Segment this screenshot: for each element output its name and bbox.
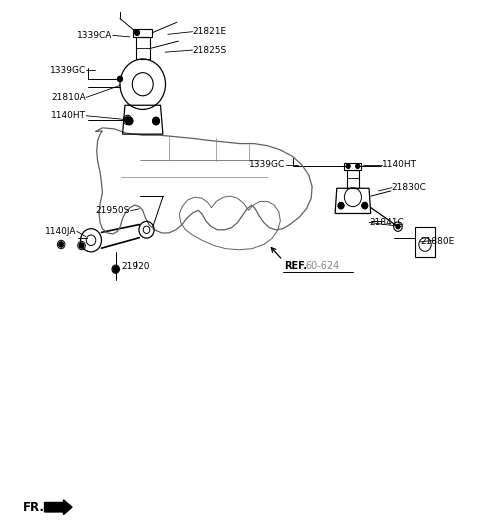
Text: 21810A: 21810A	[51, 93, 86, 102]
Circle shape	[338, 202, 344, 209]
Circle shape	[59, 242, 63, 247]
Circle shape	[79, 243, 84, 248]
Text: 21920: 21920	[121, 262, 150, 271]
Circle shape	[153, 117, 159, 125]
Bar	[347, 170, 359, 189]
Text: 21825S: 21825S	[192, 46, 227, 55]
Circle shape	[362, 202, 368, 209]
Circle shape	[113, 266, 119, 272]
Circle shape	[125, 117, 131, 123]
Text: FR.: FR.	[23, 501, 45, 513]
Text: 21830C: 21830C	[392, 183, 427, 192]
Text: 1339GC: 1339GC	[249, 160, 285, 169]
Circle shape	[346, 164, 350, 168]
Text: 21821E: 21821E	[192, 27, 227, 36]
Text: 1140HT: 1140HT	[383, 160, 417, 169]
Circle shape	[126, 117, 133, 125]
FancyArrow shape	[45, 500, 72, 515]
Text: 21841C: 21841C	[369, 218, 404, 227]
Text: REF.: REF.	[284, 261, 307, 271]
Bar	[133, 29, 152, 37]
Bar	[415, 227, 435, 257]
Bar	[344, 162, 361, 170]
Circle shape	[118, 76, 122, 82]
Text: 60-624: 60-624	[305, 261, 340, 271]
Text: 1140HT: 1140HT	[51, 112, 86, 120]
Text: 1339GC: 1339GC	[49, 65, 86, 74]
Text: 21880E: 21880E	[420, 237, 455, 246]
Circle shape	[396, 225, 400, 229]
Text: 1339CA: 1339CA	[76, 31, 112, 40]
Text: 21950S: 21950S	[96, 207, 130, 216]
Bar	[136, 37, 150, 59]
Circle shape	[356, 164, 360, 168]
Text: 1140JA: 1140JA	[45, 227, 76, 236]
Circle shape	[135, 30, 139, 36]
